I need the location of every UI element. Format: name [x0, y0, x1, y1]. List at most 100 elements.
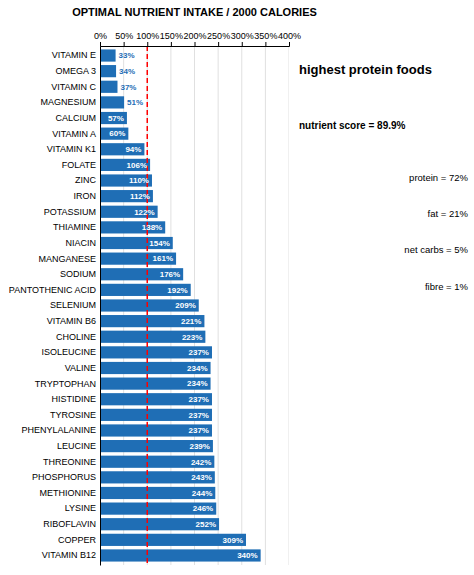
- tick-label: VITAMIN K1: [47, 144, 96, 154]
- grid-line: [218, 46, 219, 565]
- tick: 250%: [207, 31, 230, 46]
- data-label: 37%: [120, 83, 136, 92]
- tick: VALINE: [65, 363, 100, 373]
- tick-mark: [218, 42, 219, 46]
- tick: VITAMIN B6: [47, 316, 100, 326]
- tick: RIBOFLAVIN: [43, 519, 100, 529]
- data-label: 252%: [196, 520, 216, 529]
- tick: 200%: [183, 31, 206, 46]
- tick: LYSINE: [65, 503, 100, 513]
- reference-line: [147, 46, 149, 565]
- plot: 0%50%100%150%200%250%300%350%400%VITAMIN…: [9, 31, 301, 566]
- data-label: 237%: [189, 348, 209, 357]
- tick-label: 50%: [115, 31, 133, 41]
- tick-label: NIACIN: [65, 238, 96, 248]
- bar: [100, 65, 116, 77]
- annotations: highest protein foodsnutrient score = 89…: [299, 62, 469, 292]
- data-labels: 33%34%37%51%57%60%94%106%110%112%122%138…: [108, 51, 258, 560]
- tick: VITAMIN C: [51, 82, 100, 92]
- tick-label: ISOLEUCINE: [41, 347, 96, 357]
- bar: [100, 206, 158, 218]
- grid-line: [100, 46, 101, 565]
- tick: 350%: [254, 31, 277, 46]
- tick-label: PANTOTHENIC ACID: [9, 285, 97, 295]
- tick: VITAMIN B12: [42, 550, 100, 560]
- tick: NIACIN: [65, 238, 100, 248]
- bar: [100, 128, 128, 140]
- data-label: 112%: [130, 192, 150, 201]
- tick: VITAMIN E: [52, 50, 100, 60]
- bar: [100, 49, 116, 61]
- bar: [100, 112, 127, 124]
- tick-mark: [242, 42, 243, 46]
- data-label: 237%: [189, 395, 209, 404]
- tick-label: 200%: [183, 31, 206, 41]
- tick-mark: [124, 42, 125, 46]
- tick: VITAMIN A: [52, 129, 100, 139]
- data-label: 138%: [142, 223, 162, 232]
- tick-label: THIAMINE: [53, 222, 96, 232]
- tick-label: CHOLINE: [56, 332, 96, 342]
- grid: [100, 46, 289, 565]
- bar: [100, 456, 214, 468]
- tick: PHENYLALANINE: [21, 425, 100, 435]
- data-label: 246%: [193, 504, 213, 513]
- data-label: 209%: [175, 301, 195, 310]
- data-label: 239%: [189, 442, 209, 451]
- tick-label: TYROSINE: [50, 410, 96, 420]
- bar: [100, 331, 205, 343]
- tick-label: LYSINE: [65, 503, 96, 513]
- data-label: 340%: [237, 551, 257, 560]
- tick: TRYPTOPHAN: [35, 378, 100, 388]
- bar: [100, 174, 152, 186]
- data-label: 309%: [223, 536, 243, 545]
- tick: CALCIUM: [55, 113, 100, 123]
- bar: [100, 549, 261, 561]
- data-label: 51%: [127, 98, 143, 107]
- bar: [100, 237, 173, 249]
- title: OPTIMAL NUTRIENT INTAKE / 2000 CALORIES: [72, 6, 317, 18]
- tick: MAGNESIUM: [40, 97, 100, 107]
- data-label: 106%: [127, 161, 147, 170]
- annotation: net carbs = 5%: [404, 244, 468, 255]
- tick: VITAMIN K1: [47, 144, 100, 154]
- bar: [100, 190, 153, 202]
- tick: LEUCINE: [57, 441, 100, 451]
- tick-label: POTASSIUM: [44, 207, 96, 217]
- bars: [100, 49, 261, 561]
- bar: [100, 471, 215, 483]
- tick-label: SELENIUM: [50, 300, 96, 310]
- tick: CHOLINE: [56, 332, 100, 342]
- bar: [100, 409, 212, 421]
- annotation: protein = 72%: [409, 172, 468, 183]
- data-label: 234%: [187, 364, 207, 373]
- annotation: highest protein foods: [299, 62, 432, 77]
- tick-mark: [147, 42, 148, 46]
- y-axis: VITAMIN E OMEGA 3 VITAMIN C MAGNESIUM CALCIU…: [9, 47, 101, 566]
- tick: IRON: [74, 191, 101, 201]
- bar: [100, 143, 144, 155]
- bar: [100, 221, 165, 233]
- data-label: 161%: [153, 254, 173, 263]
- annotation: fibre = 1%: [425, 281, 469, 292]
- bar: [100, 315, 204, 327]
- tick-label: COPPER: [58, 535, 97, 545]
- tick: SODIUM: [60, 269, 100, 279]
- tick-mark: [195, 42, 196, 46]
- tick-label: 0%: [94, 31, 107, 41]
- bar: [100, 424, 212, 436]
- tick: 150%: [160, 31, 183, 46]
- bar: [100, 81, 117, 93]
- tick: OMEGA 3: [55, 66, 100, 76]
- tick: FOLATE: [62, 160, 100, 170]
- tick-label: ZINC: [75, 175, 96, 185]
- tick: MANGANESE: [38, 254, 100, 264]
- data-label: 60%: [109, 129, 125, 138]
- data-label: 237%: [189, 411, 209, 420]
- grid-line: [147, 46, 148, 565]
- tick: 0%: [94, 31, 107, 46]
- tick: THREONINE: [43, 457, 100, 467]
- tick: 300%: [231, 31, 254, 46]
- tick-mark: [171, 42, 172, 46]
- bar: [100, 440, 213, 452]
